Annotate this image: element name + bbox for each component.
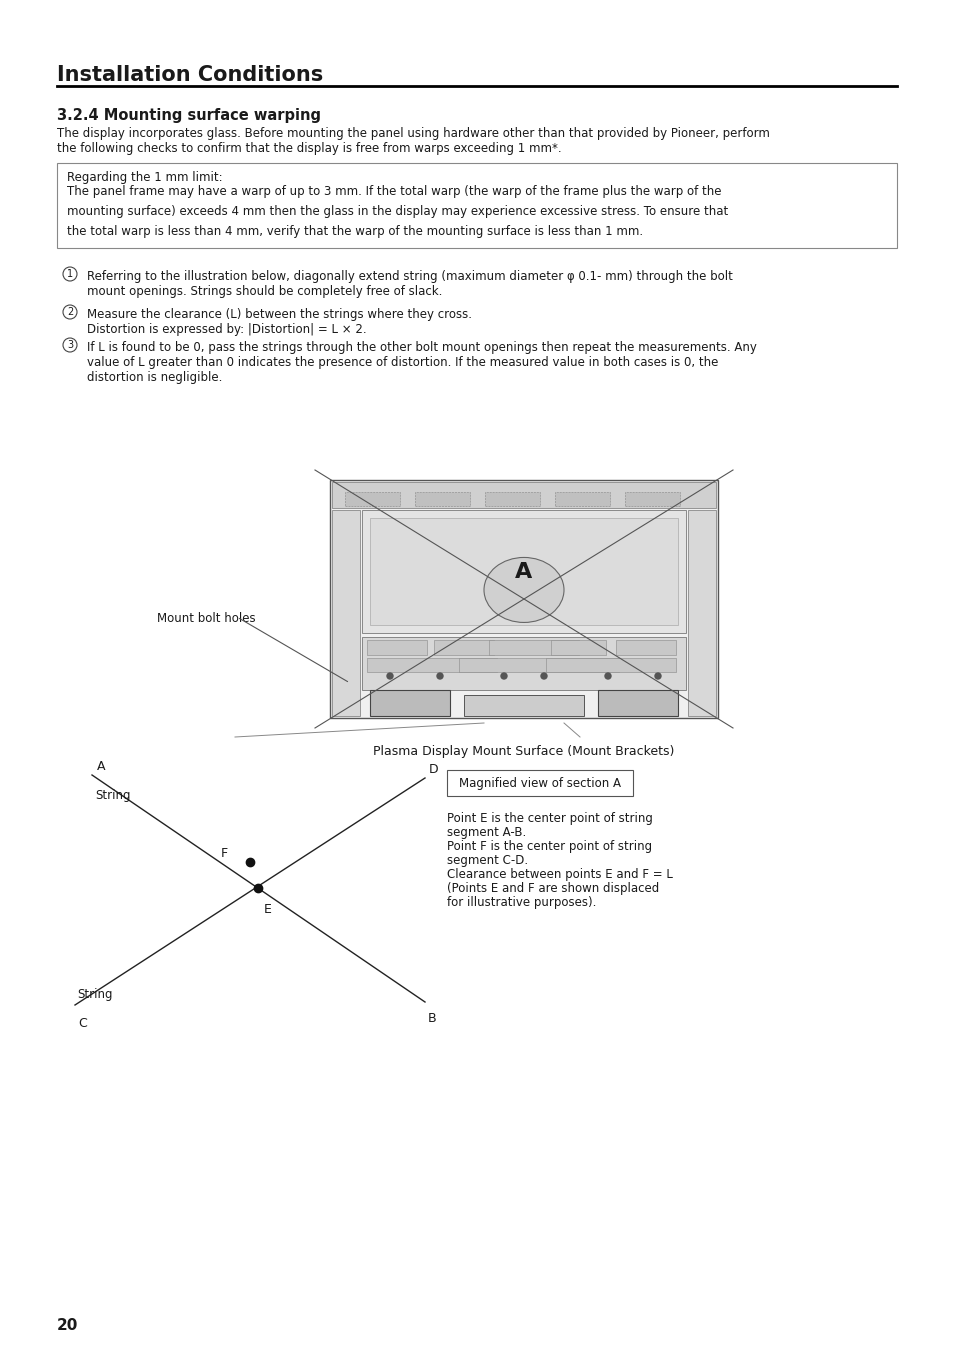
- Text: Clearance between points E and F = L: Clearance between points E and F = L: [447, 867, 672, 881]
- Text: for illustrative purposes).: for illustrative purposes).: [447, 896, 596, 909]
- Circle shape: [500, 673, 506, 680]
- Text: Point E is the center point of string: Point E is the center point of string: [447, 812, 652, 825]
- Text: C: C: [78, 1017, 87, 1029]
- Bar: [551, 640, 605, 655]
- Text: Distortion is expressed by: |Distortion| = L × 2.: Distortion is expressed by: |Distortion|…: [87, 323, 366, 336]
- Text: (Points E and F are shown displaced: (Points E and F are shown displaced: [447, 882, 659, 894]
- Text: Mount bolt holes: Mount bolt holes: [157, 612, 255, 626]
- Bar: [598, 690, 678, 716]
- Text: Point F is the center point of string: Point F is the center point of string: [447, 840, 652, 852]
- Text: Referring to the illustration below, diagonally extend string (maximum diameter : Referring to the illustration below, dia…: [87, 270, 732, 282]
- Bar: [332, 482, 716, 508]
- Text: D: D: [429, 763, 438, 775]
- Text: the following checks to confirm that the display is free from warps exceeding 1 : the following checks to confirm that the…: [57, 142, 561, 155]
- Bar: [624, 492, 679, 507]
- Text: B: B: [428, 1012, 436, 1025]
- Bar: [367, 640, 427, 655]
- Bar: [332, 509, 359, 716]
- Text: value of L greater than 0 indicates the presence of distortion. If the measured : value of L greater than 0 indicates the …: [87, 357, 718, 369]
- Ellipse shape: [483, 558, 563, 623]
- Text: segment A-B.: segment A-B.: [447, 825, 526, 839]
- Text: Magnified view of section A: Magnified view of section A: [458, 777, 620, 789]
- Bar: [57, 163, 896, 249]
- Text: E: E: [263, 902, 271, 916]
- Bar: [687, 509, 716, 716]
- Bar: [330, 480, 718, 717]
- Text: Plasma Display Mount Surface (Mount Brackets): Plasma Display Mount Surface (Mount Brac…: [373, 744, 674, 758]
- Text: 20: 20: [57, 1319, 78, 1333]
- Bar: [415, 492, 470, 507]
- Text: segment C-D.: segment C-D.: [447, 854, 528, 867]
- Text: String: String: [95, 789, 131, 802]
- Text: If L is found to be 0, pass the strings through the other bolt mount openings th: If L is found to be 0, pass the strings …: [87, 340, 756, 354]
- Circle shape: [604, 673, 610, 680]
- Text: F: F: [221, 847, 228, 861]
- Text: mount openings. Strings should be completely free of slack.: mount openings. Strings should be comple…: [87, 285, 442, 299]
- Circle shape: [655, 673, 660, 680]
- Text: 3: 3: [67, 340, 73, 350]
- Bar: [463, 694, 583, 716]
- Bar: [434, 640, 494, 655]
- Text: 3.2.4 Mounting surface warping: 3.2.4 Mounting surface warping: [57, 108, 320, 123]
- Text: The panel frame may have a warp of up to 3 mm. If the total warp (the warp of th: The panel frame may have a warp of up to…: [67, 185, 720, 199]
- Bar: [484, 492, 539, 507]
- Text: the total warp is less than 4 mm, verify that the warp of the mounting surface i: the total warp is less than 4 mm, verify…: [67, 226, 642, 238]
- Bar: [361, 638, 685, 690]
- Text: A: A: [97, 761, 106, 773]
- Bar: [489, 640, 578, 655]
- Text: The display incorporates glass. Before mounting the panel using hardware other t: The display incorporates glass. Before m…: [57, 127, 769, 141]
- Bar: [361, 509, 685, 634]
- Bar: [458, 658, 618, 671]
- Bar: [447, 770, 633, 796]
- Circle shape: [540, 673, 546, 680]
- Bar: [555, 492, 609, 507]
- Text: mounting surface) exceeds 4 mm then the glass in the display may experience exce: mounting surface) exceeds 4 mm then the …: [67, 205, 727, 218]
- Text: Measure the clearance (L) between the strings where they cross.: Measure the clearance (L) between the st…: [87, 308, 472, 322]
- Text: Regarding the 1 mm limit:: Regarding the 1 mm limit:: [67, 172, 222, 184]
- Bar: [545, 658, 676, 671]
- Bar: [345, 492, 399, 507]
- Bar: [370, 690, 450, 716]
- Text: Installation Conditions: Installation Conditions: [57, 65, 323, 85]
- Bar: [616, 640, 676, 655]
- Circle shape: [436, 673, 442, 680]
- Text: distortion is negligible.: distortion is negligible.: [87, 372, 222, 384]
- Bar: [370, 517, 678, 626]
- Circle shape: [387, 673, 393, 680]
- Text: A: A: [515, 562, 532, 581]
- Text: String: String: [77, 988, 112, 1001]
- Text: 2: 2: [67, 307, 73, 317]
- Text: 1: 1: [67, 269, 73, 280]
- Bar: [367, 658, 497, 671]
